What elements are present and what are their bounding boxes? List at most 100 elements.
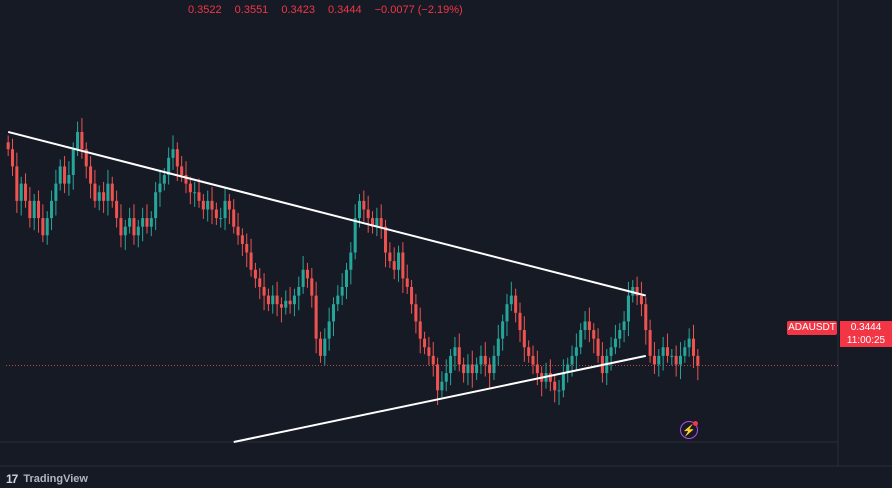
candle-body [253,269,257,279]
candle-body [449,355,453,374]
candle-body [37,200,41,219]
candle-body [652,355,656,365]
ohlc-change: −0.0077 (−2.19%) [374,4,463,16]
tradingview-footer[interactable]: 17 TradingView [6,470,88,488]
candle-body [596,338,600,356]
candle-body [691,338,696,356]
candle-body [154,192,158,219]
candle-body [175,149,179,167]
candle-body [475,364,479,374]
ohlc-open: 0.3522 [188,4,222,16]
candle-body [579,330,583,348]
candle-body [141,218,145,227]
candle-body [219,218,223,220]
candle-body [644,304,648,331]
candle-body [392,261,396,270]
candle-body [145,218,149,227]
candle-body [414,304,418,322]
candle-body [45,218,49,236]
candle-body [162,175,166,184]
candle-body [444,373,448,382]
candle-body [245,243,249,253]
candle-body [80,131,84,150]
candle-body [401,252,405,279]
candle-body [514,295,518,313]
candle-body [561,373,565,391]
candle-body [340,286,344,296]
candle-body [184,175,188,184]
candle-body [522,330,526,348]
candle-body [635,286,639,296]
candle-body [58,166,62,184]
candle-body [279,304,283,308]
candle-body [492,355,496,374]
candle-body [587,321,591,331]
candle-body [102,192,106,201]
candle-body [639,295,643,305]
candle-body [344,269,349,287]
candle-body [488,364,492,374]
bar-countdown: 11:00:25 [846,335,886,346]
candle-body [357,200,362,219]
candle-body [180,166,184,176]
candle-body [206,200,210,210]
trendlines [7,130,647,443]
candle-body [123,226,127,236]
tradingview-logo-icon: 17 [6,472,18,486]
candle-body [266,295,270,305]
candle-body [84,149,88,167]
notification-dot [693,421,698,426]
candle-body [548,373,552,382]
candle-body [696,355,700,366]
candle-body [310,278,314,296]
candle-body [288,300,292,305]
candle-body [24,183,28,201]
candle-body [388,252,392,262]
candle-body [518,312,522,331]
candle-body [440,381,444,391]
candle-body [19,183,23,201]
resistance-trendline [7,130,647,297]
candle-body [466,364,470,374]
candle-body [15,166,19,201]
candle-body [171,149,175,158]
candle-body [240,235,244,244]
candle-body [687,338,691,348]
candle-body [479,355,483,365]
candle-body [470,364,474,374]
candle-body [63,166,67,184]
candle-body [232,209,236,227]
candle-body [318,338,322,356]
candle-body [622,321,626,331]
candle-body [54,183,58,201]
candle-body [93,183,97,201]
candle-body [262,286,266,296]
candle-body [661,347,665,356]
candle-body [275,295,279,305]
candle-body [149,218,153,227]
candle-body [119,218,123,236]
candle-body [28,200,32,219]
price-label: 0.3444 11:00:25 [840,321,892,347]
candle-body [271,295,275,305]
candle-body [362,200,366,210]
candle-body [323,338,327,356]
candle-body [97,192,101,201]
candle-body [457,347,461,365]
candle-body [132,218,136,236]
candle-body [50,200,54,219]
candle-body [106,183,110,201]
lightning-icon[interactable]: ⚡ [680,421,698,439]
candle-body [41,218,45,236]
candle-body [436,364,440,391]
candle-body [509,295,513,305]
candle-body [384,226,388,253]
candle-body [258,278,262,287]
candle-body [292,295,296,305]
candle-body [305,269,309,279]
candle-body [223,200,227,219]
candle-body [410,286,414,305]
candle-body [462,364,466,374]
candle-body [683,347,687,356]
